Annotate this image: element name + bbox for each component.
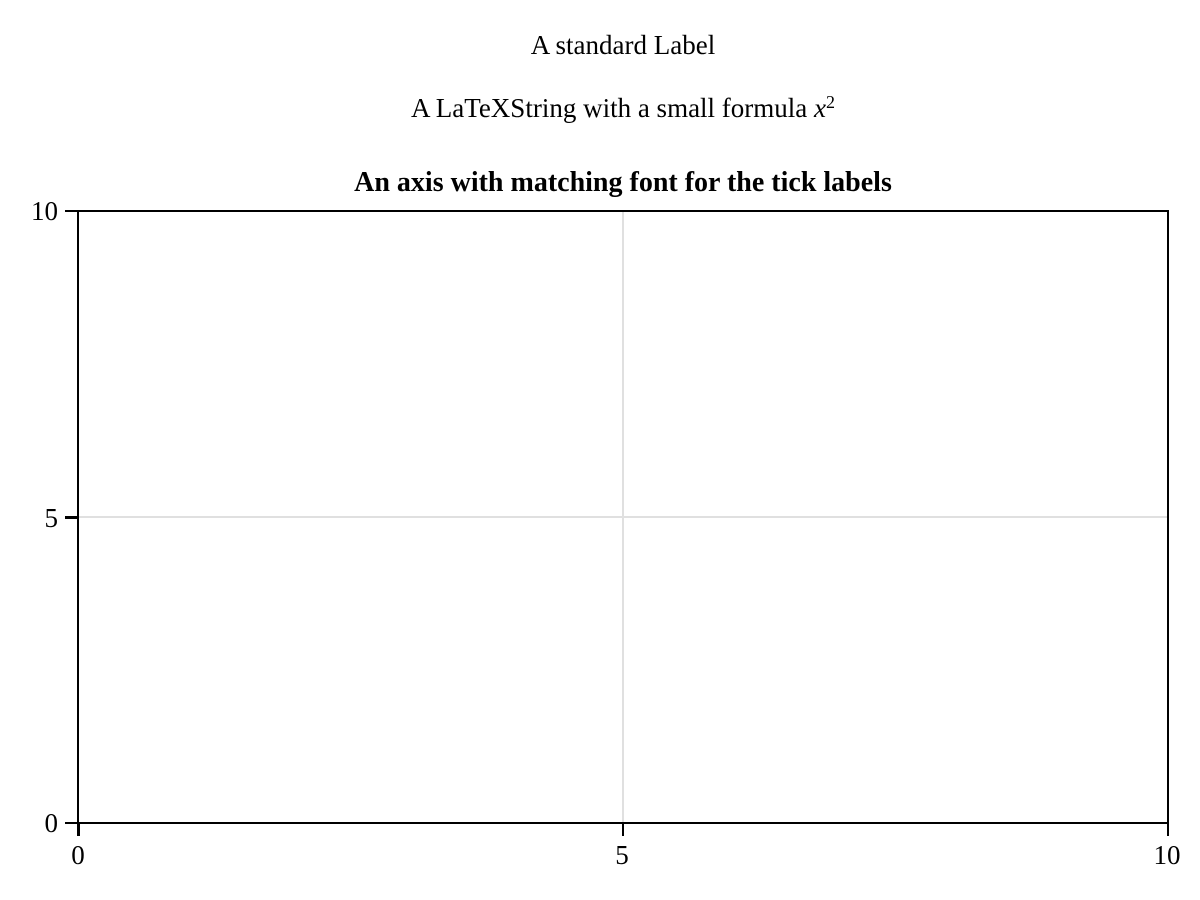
x-tick-label-5: 5 [615,840,629,870]
latex-label-variable: x [814,93,827,123]
x-tick-mark-10 [1166,824,1169,836]
x-tick-mark-0 [77,824,80,836]
y-tick-mark-5 [65,516,77,519]
y-tick-mark-10 [65,209,77,212]
axis-title: An axis with matching font for the tick … [354,167,892,198]
standard-label: A standard Label [530,30,716,60]
latex-label-text: A LaTeXString with a small formula [410,93,815,123]
y-tick-mark-0 [65,821,77,824]
y-tick-label-0: 0 [44,808,59,838]
latex-label-superscript: 2 [826,92,836,112]
plot-area [77,210,1169,824]
x-tick-label-0: 0 [71,840,85,870]
y-tick-label-5: 5 [44,503,59,533]
gridline-x-5 [622,212,624,822]
y-tick-label-10: 10 [31,196,58,226]
latex-label: A LaTeXString with a small formula x2 [77,93,1169,123]
x-tick-label-10: 10 [1153,840,1181,870]
x-tick-mark-5 [621,824,624,836]
